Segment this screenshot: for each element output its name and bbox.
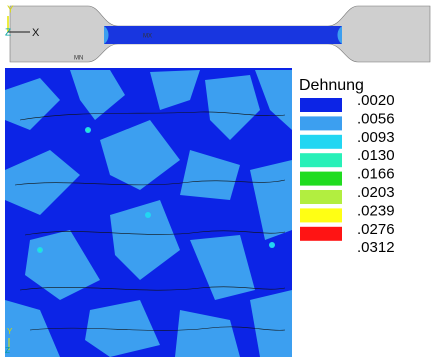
axis-label: Z <box>5 346 10 355</box>
legend-level: .0203 <box>357 184 395 201</box>
legend-swatch <box>300 116 342 131</box>
legend: .0020.0056 .0093.0130 .0166.0203.0239 .0276… <box>300 92 395 256</box>
legend-swatch <box>300 171 342 186</box>
legend-level: .0312 <box>357 239 395 256</box>
legend-swatch <box>300 153 342 168</box>
axis-label: Y <box>7 327 13 336</box>
min-label: MN <box>74 56 83 62</box>
legend-level: .0239 <box>357 202 395 219</box>
legend-level: .0056 <box>357 110 395 127</box>
legend-swatch <box>300 98 342 112</box>
axis-label: Z <box>5 28 11 39</box>
legend-level: .0130 <box>357 147 395 164</box>
max-label: MX <box>143 34 152 40</box>
specimen <box>9 5 431 63</box>
legend-level: .0276 <box>357 221 395 238</box>
legend-level: .0093 <box>357 129 395 146</box>
legend-swatch <box>300 226 342 241</box>
axis-label: Y <box>7 5 14 16</box>
axis-label: X <box>32 27 40 39</box>
legend-level: .0020 <box>357 92 395 109</box>
contour-plot <box>5 68 292 357</box>
legend-level: .0166 <box>357 166 395 183</box>
legend-swatch <box>300 190 342 204</box>
legend-swatch <box>300 208 342 223</box>
legend-title: Dehnung <box>299 77 364 94</box>
legend-swatch <box>300 134 342 149</box>
